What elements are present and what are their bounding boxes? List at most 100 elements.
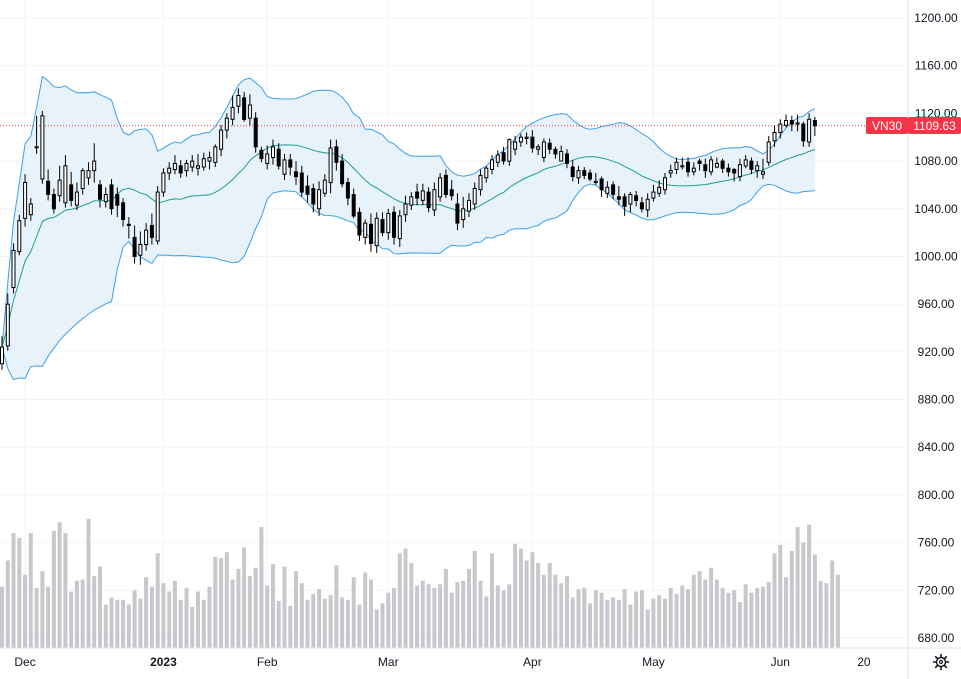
candle-body[interactable] — [749, 160, 754, 170]
candle-body[interactable] — [196, 165, 200, 169]
candle-body[interactable] — [219, 129, 224, 150]
candle-body[interactable] — [611, 184, 616, 195]
candle-body[interactable] — [167, 167, 172, 174]
candle-body[interactable] — [265, 153, 270, 164]
candle-body[interactable] — [616, 196, 621, 200]
candle-body[interactable] — [213, 146, 218, 163]
candle-body[interactable] — [455, 203, 460, 224]
candle-body[interactable] — [374, 217, 379, 247]
candle-body[interactable] — [63, 165, 68, 204]
candle-body[interactable] — [599, 178, 604, 191]
candle-body[interactable] — [247, 104, 252, 119]
candle-body[interactable] — [697, 160, 702, 165]
candle-body[interactable] — [155, 191, 160, 242]
candle-body[interactable] — [639, 202, 644, 210]
candle-body[interactable] — [317, 189, 322, 210]
candle-body[interactable] — [691, 167, 696, 173]
candle-body[interactable] — [426, 191, 431, 209]
candle-body[interactable] — [161, 172, 166, 193]
candle-body[interactable] — [472, 188, 477, 205]
candle-body[interactable] — [103, 194, 108, 203]
candle-body[interactable] — [126, 223, 131, 227]
candle-body[interactable] — [657, 186, 662, 194]
candle-body[interactable] — [467, 199, 471, 212]
candle-body[interactable] — [570, 166, 575, 177]
candle-body[interactable] — [340, 160, 345, 185]
candle-body[interactable] — [501, 152, 506, 162]
candle-body[interactable] — [172, 163, 177, 170]
candle-body[interactable] — [0, 346, 4, 365]
candle-body[interactable] — [507, 139, 512, 162]
y-axis[interactable]: 1200.00 1160.00 1120.00 1080.00 1040.00 1000.… — [914, 11, 958, 645]
candle-body[interactable] — [478, 174, 483, 191]
candle-body[interactable] — [40, 115, 45, 180]
candle-body[interactable] — [588, 172, 592, 180]
candle-body[interactable] — [789, 120, 794, 125]
candle-body[interactable] — [23, 182, 28, 219]
candle-body[interactable] — [449, 189, 454, 197]
candle-body[interactable] — [490, 159, 494, 170]
candle-body[interactable] — [294, 171, 298, 178]
candle-body[interactable] — [668, 170, 673, 174]
candle-body[interactable] — [743, 159, 748, 167]
candle-body[interactable] — [795, 122, 800, 125]
candle-body[interactable] — [772, 132, 777, 142]
candle-body[interactable] — [392, 211, 396, 238]
candle-body[interactable] — [686, 161, 690, 173]
candle-body[interactable] — [547, 142, 552, 150]
candle-body[interactable] — [651, 191, 656, 199]
candle-body[interactable] — [132, 236, 137, 257]
candle-body[interactable] — [403, 203, 408, 216]
candle-body[interactable] — [513, 141, 518, 150]
candle-body[interactable] — [299, 172, 304, 193]
candle-body[interactable] — [784, 120, 788, 126]
candle-body[interactable] — [524, 136, 529, 139]
candle-body[interactable] — [812, 120, 817, 127]
candle-body[interactable] — [11, 250, 16, 288]
candle-body[interactable] — [801, 123, 806, 142]
candle-body[interactable] — [57, 179, 62, 197]
candle-body[interactable] — [51, 194, 56, 210]
candle-body[interactable] — [443, 174, 448, 195]
candle-body[interactable] — [709, 159, 714, 173]
candle-body[interactable] — [230, 106, 235, 120]
candle-body[interactable] — [259, 149, 264, 160]
candle-body[interactable] — [432, 189, 437, 211]
candle-body[interactable] — [357, 211, 362, 236]
candle-body[interactable] — [369, 223, 373, 244]
candle-body[interactable] — [276, 148, 281, 167]
candle-body[interactable] — [351, 194, 356, 217]
candle-body[interactable] — [236, 95, 241, 107]
candle-body[interactable] — [541, 141, 546, 158]
candle-body[interactable] — [593, 180, 598, 184]
candle-body[interactable] — [345, 182, 350, 199]
candle-body[interactable] — [565, 153, 569, 164]
candle-body[interactable] — [46, 180, 51, 195]
candle-body[interactable] — [582, 170, 587, 176]
candle-body[interactable] — [334, 146, 339, 163]
candle-body[interactable] — [484, 167, 489, 179]
candle-body[interactable] — [201, 158, 206, 168]
candle-body[interactable] — [737, 164, 742, 178]
candle-body[interactable] — [271, 146, 275, 159]
candle-body[interactable] — [807, 118, 812, 143]
candle-body[interactable] — [409, 196, 414, 206]
candle-body[interactable] — [634, 195, 639, 201]
candle-body[interactable] — [663, 177, 667, 191]
candle-body[interactable] — [553, 148, 558, 155]
candle-body[interactable] — [622, 196, 627, 207]
candle-body[interactable] — [438, 177, 443, 198]
candle-body[interactable] — [714, 163, 719, 168]
candle-body[interactable] — [305, 185, 310, 195]
candle-body[interactable] — [242, 97, 247, 120]
candle-body[interactable] — [495, 154, 500, 163]
candle-body[interactable] — [386, 213, 391, 234]
candle-body[interactable] — [761, 171, 765, 175]
candle-body[interactable] — [184, 163, 189, 172]
candle-body[interactable] — [178, 165, 183, 174]
x-axis[interactable]: Dec 2023 Feb Mar Apr May Jun 20 — [14, 655, 870, 669]
candle-body[interactable] — [680, 165, 685, 168]
candle-body[interactable] — [17, 220, 22, 253]
candle-body[interactable] — [282, 159, 287, 175]
